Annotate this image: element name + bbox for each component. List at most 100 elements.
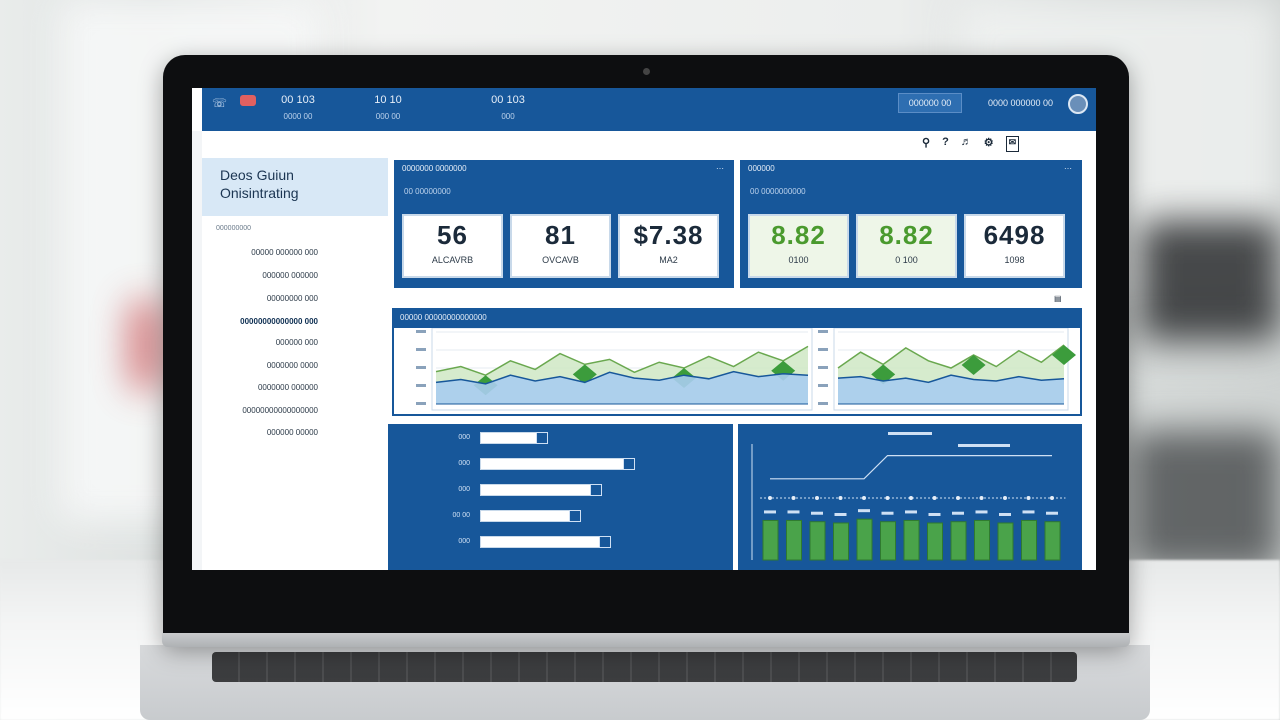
sidebar-title: Deos Guiun: [220, 167, 294, 183]
highlight-marker: [1052, 344, 1076, 365]
user-name-label[interactable]: 0000 000000 00: [988, 98, 1054, 108]
laptop-keyboard: [212, 652, 1077, 682]
dashboard-screen: ☏ 00 103 0000 00 10 10 000 00 00 103 000…: [192, 88, 1096, 570]
reference-point: [838, 496, 843, 500]
y-tick-label: [416, 366, 426, 369]
panel-menu-icon[interactable]: ⋯: [716, 164, 724, 173]
sidebar-subtitle: Onisintrating: [220, 185, 299, 201]
panel-menu-icon[interactable]: ⋯: [1064, 164, 1072, 173]
horizontal-bar[interactable]: [480, 536, 612, 548]
sidebar-item[interactable]: 0000000 0000: [266, 361, 318, 370]
column-value-label: [787, 510, 800, 514]
column-bar: [856, 518, 873, 561]
horizontal-bar-panel: 000 000 000 00 00 000: [388, 424, 733, 570]
reference-point: [815, 496, 819, 500]
phone-icon[interactable]: ☏: [212, 96, 228, 110]
y-tick-label: [818, 330, 828, 333]
reference-point: [862, 496, 866, 500]
kpi-panel-subtitle: 00 00000000: [404, 187, 451, 196]
series-line: [837, 344, 1065, 369]
y-tick-label: [416, 384, 426, 387]
expand-icon[interactable]: ▤: [1054, 294, 1062, 303]
y-tick-label: [818, 402, 828, 405]
screen-margin: [192, 131, 202, 570]
sidebar-item[interactable]: 000000 000000: [262, 271, 318, 280]
kpi-label: 0 100: [895, 255, 918, 265]
record-icon[interactable]: [240, 95, 256, 106]
header-stat-value: 10 10: [374, 94, 402, 106]
kpi-card[interactable]: 81 OVCAVB: [510, 214, 611, 278]
kpi-value: 81: [545, 220, 576, 250]
kpi-panel-primary: 0000000 0000000 ⋯ 00 00000000 56 ALCAVRB…: [394, 160, 734, 288]
column-bar: [1021, 519, 1037, 561]
series-line: [435, 345, 809, 377]
column-bar: [997, 522, 1014, 561]
laptop-hinge: [162, 633, 1130, 647]
column-bar: [1044, 521, 1061, 561]
column-value-label: [999, 512, 1011, 516]
y-tick-label: [416, 330, 426, 333]
trend-charts-svg: [416, 328, 1076, 411]
reference-point: [1003, 496, 1007, 500]
reference-point: [1026, 496, 1031, 500]
horizontal-bar[interactable]: [480, 458, 635, 470]
header-action-button[interactable]: 000000 00: [898, 93, 962, 113]
column-value-label: [1046, 511, 1058, 515]
kpi-label: OVCAVB: [542, 255, 579, 265]
webcam: [643, 68, 650, 75]
kpi-value: 56: [437, 220, 468, 250]
kpi-label: 0100: [788, 255, 809, 265]
y-tick-label: [818, 366, 828, 369]
column-value-label: [1022, 510, 1035, 514]
header-stat-caption: 000 00: [375, 112, 401, 121]
bar-end-marker: [536, 432, 549, 444]
header-stat-caption: 000: [501, 112, 515, 121]
sidebar-section-label: 000000000: [216, 225, 252, 232]
sidebar-item-active[interactable]: 00000000000000 000: [240, 317, 318, 326]
column-bar: [880, 521, 896, 561]
kpi-panel-subtitle: 00 0000000000: [750, 187, 806, 196]
volume-icon[interactable]: ♬: [960, 136, 972, 148]
kpi-value: 6498: [983, 220, 1046, 250]
kpi-card[interactable]: 8.82 0100: [748, 214, 849, 278]
y-tick-label: [416, 402, 426, 405]
kpi-card[interactable]: 6498 1098: [964, 214, 1065, 278]
column-bar: [974, 519, 990, 561]
horizontal-bar[interactable]: [480, 484, 603, 496]
series-area: [838, 375, 1064, 404]
column-chart-svg: [751, 432, 1066, 561]
mail-icon[interactable]: ✉: [1005, 136, 1020, 152]
sidebar-item[interactable]: 000000 000: [275, 338, 318, 347]
avatar[interactable]: [1068, 94, 1088, 114]
trend-charts-header: 00000 00000000000000: [394, 310, 1080, 328]
column-value-label: [905, 510, 917, 514]
header-stat-caption: 0000 00: [283, 112, 313, 121]
sidebar-item[interactable]: 00000000000000000: [242, 406, 318, 415]
trend-charts-panel: 00000 00000000000000: [392, 308, 1082, 416]
sidebar-item[interactable]: 000000 00000: [266, 428, 318, 437]
column-bar: [903, 519, 920, 561]
column-value-label: [975, 510, 988, 514]
sidebar-item[interactable]: 00000 000000 000: [251, 248, 318, 257]
kpi-card[interactable]: $7.38 MA2: [618, 214, 719, 278]
kpi-card[interactable]: 8.82 0 100: [856, 214, 957, 278]
y-tick-label: [416, 348, 426, 351]
kpi-label: ALCAVRB: [431, 255, 474, 265]
kpi-label: MA2: [659, 255, 678, 265]
header-stat: 10 10 000 00: [358, 94, 418, 121]
help-icon[interactable]: ?: [942, 136, 949, 148]
kpi-card[interactable]: 56 ALCAVRB: [402, 214, 503, 278]
sidebar-item[interactable]: 00000000 000: [266, 294, 318, 303]
column-value-label: [811, 511, 823, 515]
horizontal-bar[interactable]: [480, 510, 581, 522]
header-stat-value: 00 103: [491, 94, 525, 106]
column-value-label: [858, 509, 870, 513]
kpi-panel-title: 0000000 0000000: [402, 164, 467, 173]
horizontal-bar[interactable]: [480, 432, 549, 444]
search-icon[interactable]: ⚲: [922, 137, 931, 149]
sidebar-header: Deos Guiun Onisintrating: [202, 158, 388, 216]
settings-icon[interactable]: ⚙: [983, 137, 994, 149]
sidebar-item[interactable]: 0000000 000000: [257, 383, 318, 392]
kpi-value: $7.38: [633, 220, 704, 250]
y-tick-label: [818, 384, 828, 387]
